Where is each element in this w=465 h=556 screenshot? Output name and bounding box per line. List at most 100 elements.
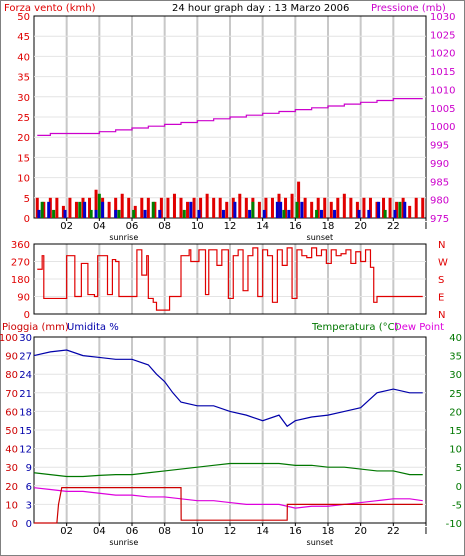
rain-tick-label: 0	[12, 519, 18, 530]
x-tick-label: 20	[354, 526, 367, 537]
wind-speed-bar	[88, 197, 92, 218]
wind-speed-bar	[192, 197, 196, 218]
temperature-tick-label: 25	[449, 389, 462, 400]
dewpoint-line	[33, 487, 423, 509]
humidity-tick-label: 9	[26, 463, 32, 474]
wind-speed-bar	[297, 181, 301, 218]
humidity-tick-label: 24	[19, 370, 32, 381]
wind-speed-bar	[342, 193, 346, 218]
wind-speed-bar	[133, 205, 137, 218]
wind-speed-bar	[218, 197, 222, 218]
wind-speed-bar	[127, 197, 131, 218]
pressure-tick-label: 990	[430, 159, 449, 170]
wind-tick-label: 0	[24, 214, 30, 225]
rain-tick-label: 100	[0, 333, 18, 344]
wind-speed-bar	[42, 201, 46, 218]
sunrise-label: sunrise	[109, 538, 138, 547]
compass-tick-label: E	[438, 293, 444, 304]
wind-speed-bar	[401, 197, 405, 218]
wind-speed-bar	[290, 193, 294, 218]
wind-speed-bar	[303, 197, 307, 218]
wind-gust-bar	[377, 201, 381, 218]
direction-tick-label: 180	[11, 275, 30, 286]
wind-speed-bar	[231, 197, 235, 218]
wind-speed-bar	[362, 197, 366, 218]
humidity-tick-label: 18	[19, 407, 32, 418]
wind-gust-bar	[189, 201, 193, 218]
wind-tick-label: 25	[17, 113, 30, 124]
temperature-tick-label: 30	[449, 370, 462, 381]
direction-tick-label: 270	[11, 258, 30, 269]
rain-tick-label: 90	[5, 352, 18, 363]
x-tick-label: 04	[93, 526, 106, 537]
wind-gust-bar	[262, 209, 266, 218]
wind-speed-bar	[349, 197, 353, 218]
wind-speed-bar	[55, 197, 59, 218]
compass-tick-label: W	[438, 258, 448, 269]
wind-axis-title: Forza vento (kmh)	[4, 3, 96, 14]
wind-calm-bar	[117, 209, 121, 218]
x-tick-label: 20	[354, 221, 367, 232]
humidity-tick-label: 3	[26, 500, 32, 511]
wind-speed-bar	[35, 197, 39, 218]
wind-calm-bar	[182, 209, 186, 218]
wind-speed-bar	[323, 197, 327, 218]
wind-speed-bar	[159, 197, 163, 218]
rain-line	[34, 487, 423, 524]
wind-gust-bar	[333, 209, 337, 218]
wind-calm-bar	[132, 209, 136, 218]
wind-speed-bar	[382, 197, 386, 218]
rain-tick-label: 70	[5, 389, 18, 400]
temperature-axis-title: Temperatura (°C)	[311, 322, 399, 333]
x-tick-label: 18	[322, 221, 335, 232]
humidity-tick-label: 30	[19, 333, 32, 344]
wind-gust-bar	[233, 201, 237, 218]
wind-speed-bar	[140, 197, 144, 218]
wind-gust-bar	[367, 209, 371, 218]
wind-speed-bar	[153, 201, 157, 218]
wind-speed-bar	[270, 197, 274, 218]
wind-speed-bar	[205, 193, 209, 218]
wind-speed-bar	[264, 197, 268, 218]
x-tick-label: 02	[60, 221, 73, 232]
wind-gust-bar	[287, 209, 291, 218]
wind-gust-bar	[83, 201, 87, 218]
wind-speed-bar	[146, 197, 150, 218]
x-tick-label: I	[425, 221, 428, 232]
pressure-line	[37, 98, 423, 136]
sunset-label: sunset	[307, 233, 334, 242]
wind-tick-label: 10	[17, 174, 30, 185]
wind-gust-bar	[37, 209, 41, 218]
wind-speed-bar	[277, 193, 281, 218]
wind-pressure-panel: 5045403530252015105010251020101510101005…	[17, 12, 455, 242]
rain-tick-label: 20	[5, 482, 18, 493]
humidity-tick-label: 12	[19, 445, 32, 456]
direction-tick-label: 0	[24, 310, 30, 321]
temperature-tick-label: 10	[449, 445, 462, 456]
x-tick-label: 12	[224, 526, 237, 537]
rain-tick-label: 80	[5, 370, 18, 381]
x-tick-label: 14	[256, 526, 269, 537]
wind-tick-label: 20	[17, 133, 30, 144]
wind-gust-bar	[357, 209, 361, 218]
direction-tick-label: 360	[11, 240, 30, 251]
wind-gust-bar	[319, 209, 323, 218]
pressure-tick-label: 1015	[430, 67, 455, 78]
wind-speed-bar	[120, 193, 124, 218]
sunset-label: sunset	[307, 538, 334, 547]
temperature-tick-label: 0	[456, 482, 462, 493]
pressure-tick-label: 985	[430, 177, 449, 188]
wind-speed-bar	[48, 197, 52, 218]
wind-gust-bar	[101, 201, 105, 218]
compass-tick-label: N	[438, 310, 445, 321]
wind-gust-bar	[63, 209, 67, 218]
wind-speed-bar	[74, 201, 78, 218]
x-tick-label: 08	[158, 526, 171, 537]
x-tick-label: 16	[289, 526, 302, 537]
rain-humidity-panel: 1009080706050403020100302724211815129630…	[0, 333, 462, 547]
humidity-axis-title: Umidita %	[67, 322, 119, 333]
wind-direction-line	[37, 247, 423, 311]
wind-calm-bar	[315, 209, 319, 218]
